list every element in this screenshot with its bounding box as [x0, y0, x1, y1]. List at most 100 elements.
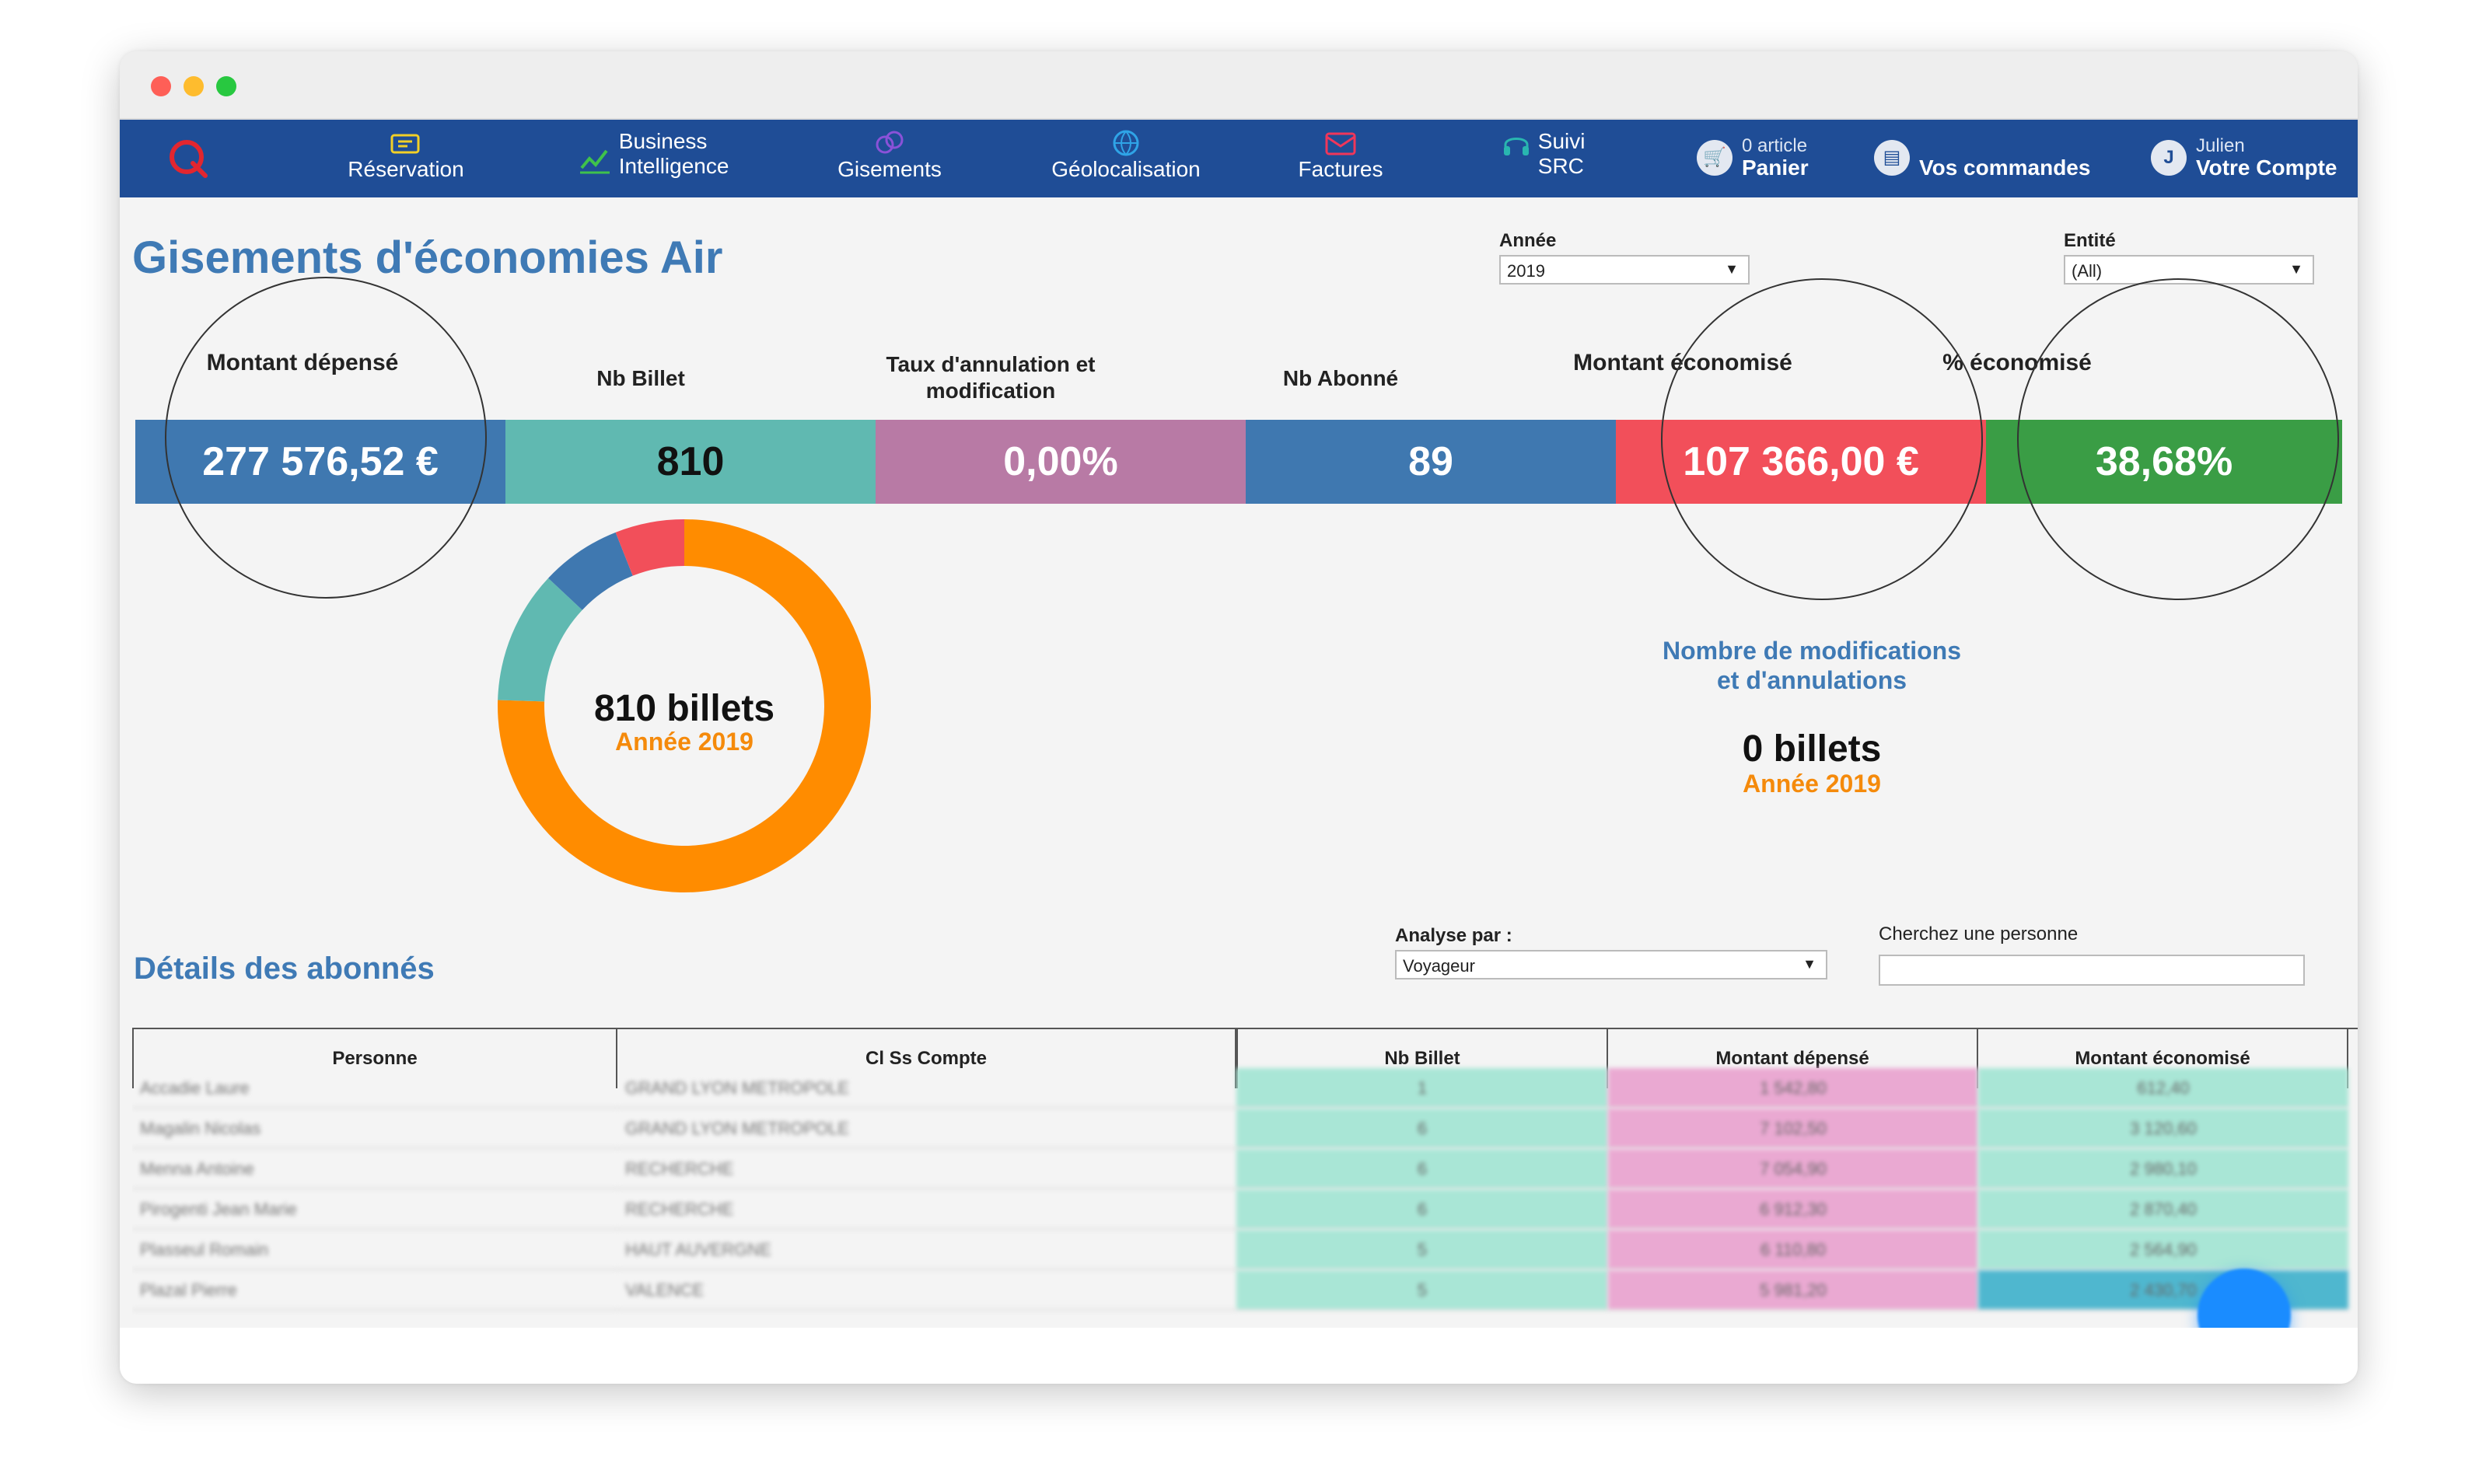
- table-row[interactable]: Pirogenti Jean Marie RECHERCHE 6 6 912,30 2 …: [132, 1189, 2358, 1230]
- tickets-donut-chart: 810 billets Année 2019: [490, 512, 879, 900]
- kpi-label-taux-annulation: Taux d'annulation et modification: [820, 351, 1162, 404]
- table-cell: GRAND LYON METROPOLE: [617, 1109, 1236, 1149]
- modifications-value: 0 billets: [1742, 728, 1882, 770]
- cart-icon: 🛒: [1697, 140, 1733, 176]
- kpi-nb-billet: 810: [505, 420, 876, 504]
- table-cell: 3 120,60: [1978, 1109, 2348, 1149]
- year-filter-label: Année: [1499, 230, 1557, 251]
- chevron-down-icon: ▼: [1725, 261, 1739, 277]
- nav-factures[interactable]: Factures: [1271, 129, 1411, 191]
- table-row[interactable]: Magalin Nicolas GRAND LYON METROPOLE 6 7 10…: [132, 1109, 2358, 1149]
- nav-label: SRC: [1537, 154, 1584, 178]
- table-cell: 6: [1236, 1189, 1608, 1230]
- nav-gisements[interactable]: Gisements: [820, 129, 960, 191]
- modifications-title-line: et d'annulations: [1716, 666, 1907, 694]
- table-cell: RECHERCHE: [617, 1189, 1236, 1230]
- invoice-icon: [1325, 132, 1356, 155]
- nav-label: Gisements: [837, 157, 942, 181]
- table-cell: Accadie Laure: [132, 1068, 617, 1109]
- minimize-window-button[interactable]: [184, 76, 204, 96]
- analyse-par-value: Voyageur: [1403, 956, 1475, 976]
- headset-icon: [1504, 138, 1529, 155]
- year-select[interactable]: 2019 ▼: [1499, 255, 1750, 285]
- kpi-taux-annulation: 0,00%: [876, 420, 1246, 504]
- donut-svg: [498, 519, 871, 892]
- modifications-year: Année 2019: [1743, 770, 1881, 798]
- browser-window: Réservation Business Intelligence Giseme…: [120, 51, 2358, 1384]
- kpi-label-nb-billet: Nb Billet: [596, 366, 685, 390]
- window-titlebar: [120, 51, 2358, 120]
- table-cell: Magalin Nicolas: [132, 1109, 617, 1149]
- table-row[interactable]: Menna Antoine RECHERCHE 6 7 054,90 2 980,10: [132, 1149, 2358, 1189]
- table-cell: 1 542,80: [1608, 1068, 1978, 1109]
- entity-select-value: (All): [2072, 261, 2103, 281]
- column-header-nb-billet[interactable]: Nb Billet: [1236, 1029, 1608, 1088]
- donut-total-label: 810 billets: [593, 688, 775, 729]
- nav-label: Suivi: [1537, 129, 1586, 153]
- app-logo[interactable]: [166, 137, 210, 180]
- window-footer: [120, 1328, 2358, 1384]
- modifications-title: Nombre de modifications et d'annulations: [1617, 636, 2006, 695]
- table-cell: RECHERCHE: [617, 1149, 1236, 1189]
- nav-reservation[interactable]: Réservation: [328, 129, 484, 191]
- donut-segment[interactable]: [498, 578, 582, 702]
- table-cell: 6: [1236, 1149, 1608, 1189]
- table-cell: 5 981,20: [1608, 1270, 1978, 1311]
- nav-geolocalisation[interactable]: Géolocalisation: [1025, 129, 1227, 191]
- account-user: Julien: [2196, 135, 2245, 156]
- table-row[interactable]: Accadie Laure GRAND LYON METROPOLE 1 1 542,…: [132, 1068, 2358, 1109]
- page-title: Gisements d'économies Air: [132, 232, 723, 283]
- account-label: Votre Compte: [2196, 155, 2337, 180]
- kpi-label-line: Taux d'annulation et: [886, 352, 1096, 376]
- column-header-cl-ss-compte[interactable]: Cl Ss Compte: [617, 1029, 1236, 1088]
- table-cell: Menna Antoine: [132, 1149, 617, 1189]
- nav-account[interactable]: J Julien Votre Compte: [2151, 135, 2353, 182]
- analyse-par-label: Analyse par :: [1395, 925, 1512, 946]
- column-header-montant-economise[interactable]: Montant économisé: [1978, 1029, 2348, 1088]
- table-cell: GRAND LYON METROPOLE: [617, 1068, 1236, 1109]
- nav-business-intelligence[interactable]: Business Intelligence: [577, 129, 748, 191]
- table-cell: 6: [1236, 1109, 1608, 1149]
- table-cell: Plazal Pierre: [132, 1270, 617, 1311]
- donut-year-label: Année 2019: [615, 728, 753, 756]
- box-icon: ▤: [1874, 140, 1910, 176]
- cart-label: Panier: [1742, 155, 1809, 180]
- nav-label: Intelligence: [618, 154, 729, 178]
- details-title: Détails des abonnés: [134, 952, 435, 986]
- column-header-personne[interactable]: Personne: [132, 1029, 617, 1088]
- top-navbar: Réservation Business Intelligence Giseme…: [120, 120, 2358, 197]
- table-cell: 2 870,40: [1978, 1189, 2348, 1230]
- table-cell: 6 110,80: [1608, 1230, 1978, 1270]
- highlight-circle: [2017, 278, 2339, 600]
- table-cell: 2 564,90: [1978, 1230, 2348, 1270]
- kpi-label-nb-abonne: Nb Abonné: [1282, 366, 1399, 390]
- table-cell: 2 430,70: [1978, 1270, 2348, 1311]
- table-cell: 7 054,90: [1608, 1149, 1978, 1189]
- donut-segment[interactable]: [615, 519, 684, 576]
- year-select-value: 2019: [1507, 261, 1545, 281]
- analyse-par-select[interactable]: Voyageur ▼: [1395, 950, 1827, 979]
- table-cell: Pirogenti Jean Marie: [132, 1189, 617, 1230]
- table-cell: 7 102,50: [1608, 1109, 1978, 1149]
- table-row[interactable]: Plasseul Romain HAUT AUVERGNE 5 6 110,80 2 5…: [132, 1230, 2358, 1270]
- close-window-button[interactable]: [151, 76, 171, 96]
- nav-cart[interactable]: 🛒 0 article Panier: [1697, 135, 1821, 182]
- search-person-input[interactable]: [1879, 955, 2305, 986]
- table-cell: 5: [1236, 1230, 1608, 1270]
- zoom-window-button[interactable]: [216, 76, 236, 96]
- entity-filter-label: Entité: [2064, 230, 2116, 251]
- nav-label: Factures: [1298, 157, 1383, 181]
- donut-segment[interactable]: [548, 532, 633, 610]
- table-cell: Plasseul Romain: [132, 1230, 617, 1270]
- kpi-nb-abonne: 89: [1246, 420, 1616, 504]
- nav-orders[interactable]: ▤ Vos commandes: [1874, 135, 2107, 182]
- table-row[interactable]: Plazal Pierre VALENCE 5 5 981,20 2 430,70: [132, 1270, 2358, 1311]
- table-cell: HAUT AUVERGNE: [617, 1230, 1236, 1270]
- chart-icon: [580, 149, 610, 174]
- column-header-montant-depense[interactable]: Montant dépensé: [1608, 1029, 1978, 1088]
- table-cell: 6 912,30: [1608, 1189, 1978, 1230]
- nav-suivi-src[interactable]: Suivi SRC: [1501, 129, 1602, 191]
- modifications-title-line: Nombre de modifications: [1662, 637, 1962, 665]
- chevron-down-icon: ▼: [1802, 956, 1816, 972]
- globe-icon: [1113, 130, 1139, 156]
